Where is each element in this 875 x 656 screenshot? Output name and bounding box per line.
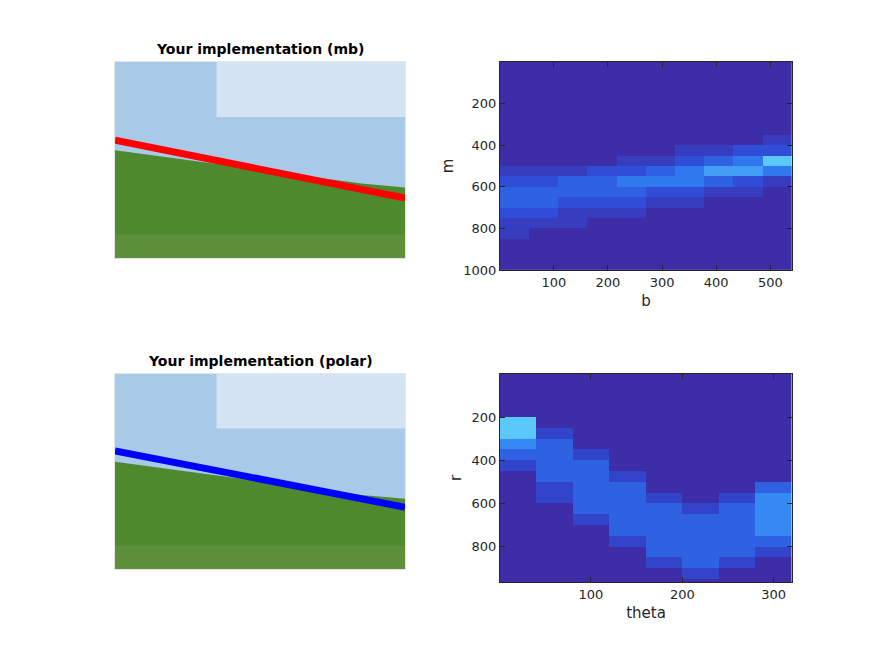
svg-text:800: 800: [472, 539, 497, 554]
svg-text:1000: 1000: [463, 263, 496, 278]
svg-text:400: 400: [472, 138, 497, 153]
svg-text:600: 600: [472, 179, 497, 194]
svg-text:800: 800: [472, 221, 497, 236]
svg-text:100: 100: [541, 275, 566, 290]
svg-text:200: 200: [670, 587, 695, 602]
svg-text:Your implementation (polar): Your implementation (polar): [148, 353, 373, 369]
svg-text:200: 200: [472, 96, 497, 111]
svg-text:500: 500: [758, 275, 783, 290]
svg-text:600: 600: [472, 496, 497, 511]
svg-text:300: 300: [761, 587, 786, 602]
svg-text:theta: theta: [626, 604, 666, 622]
svg-text:300: 300: [650, 275, 675, 290]
svg-text:400: 400: [704, 275, 729, 290]
svg-text:r: r: [447, 474, 465, 481]
svg-text:m: m: [439, 159, 457, 174]
svg-text:100: 100: [579, 587, 604, 602]
svg-text:400: 400: [472, 453, 497, 468]
svg-text:200: 200: [472, 410, 497, 425]
svg-text:200: 200: [596, 275, 621, 290]
svg-text:b: b: [641, 292, 651, 310]
svg-text:Your implementation (mb): Your implementation (mb): [156, 41, 364, 57]
